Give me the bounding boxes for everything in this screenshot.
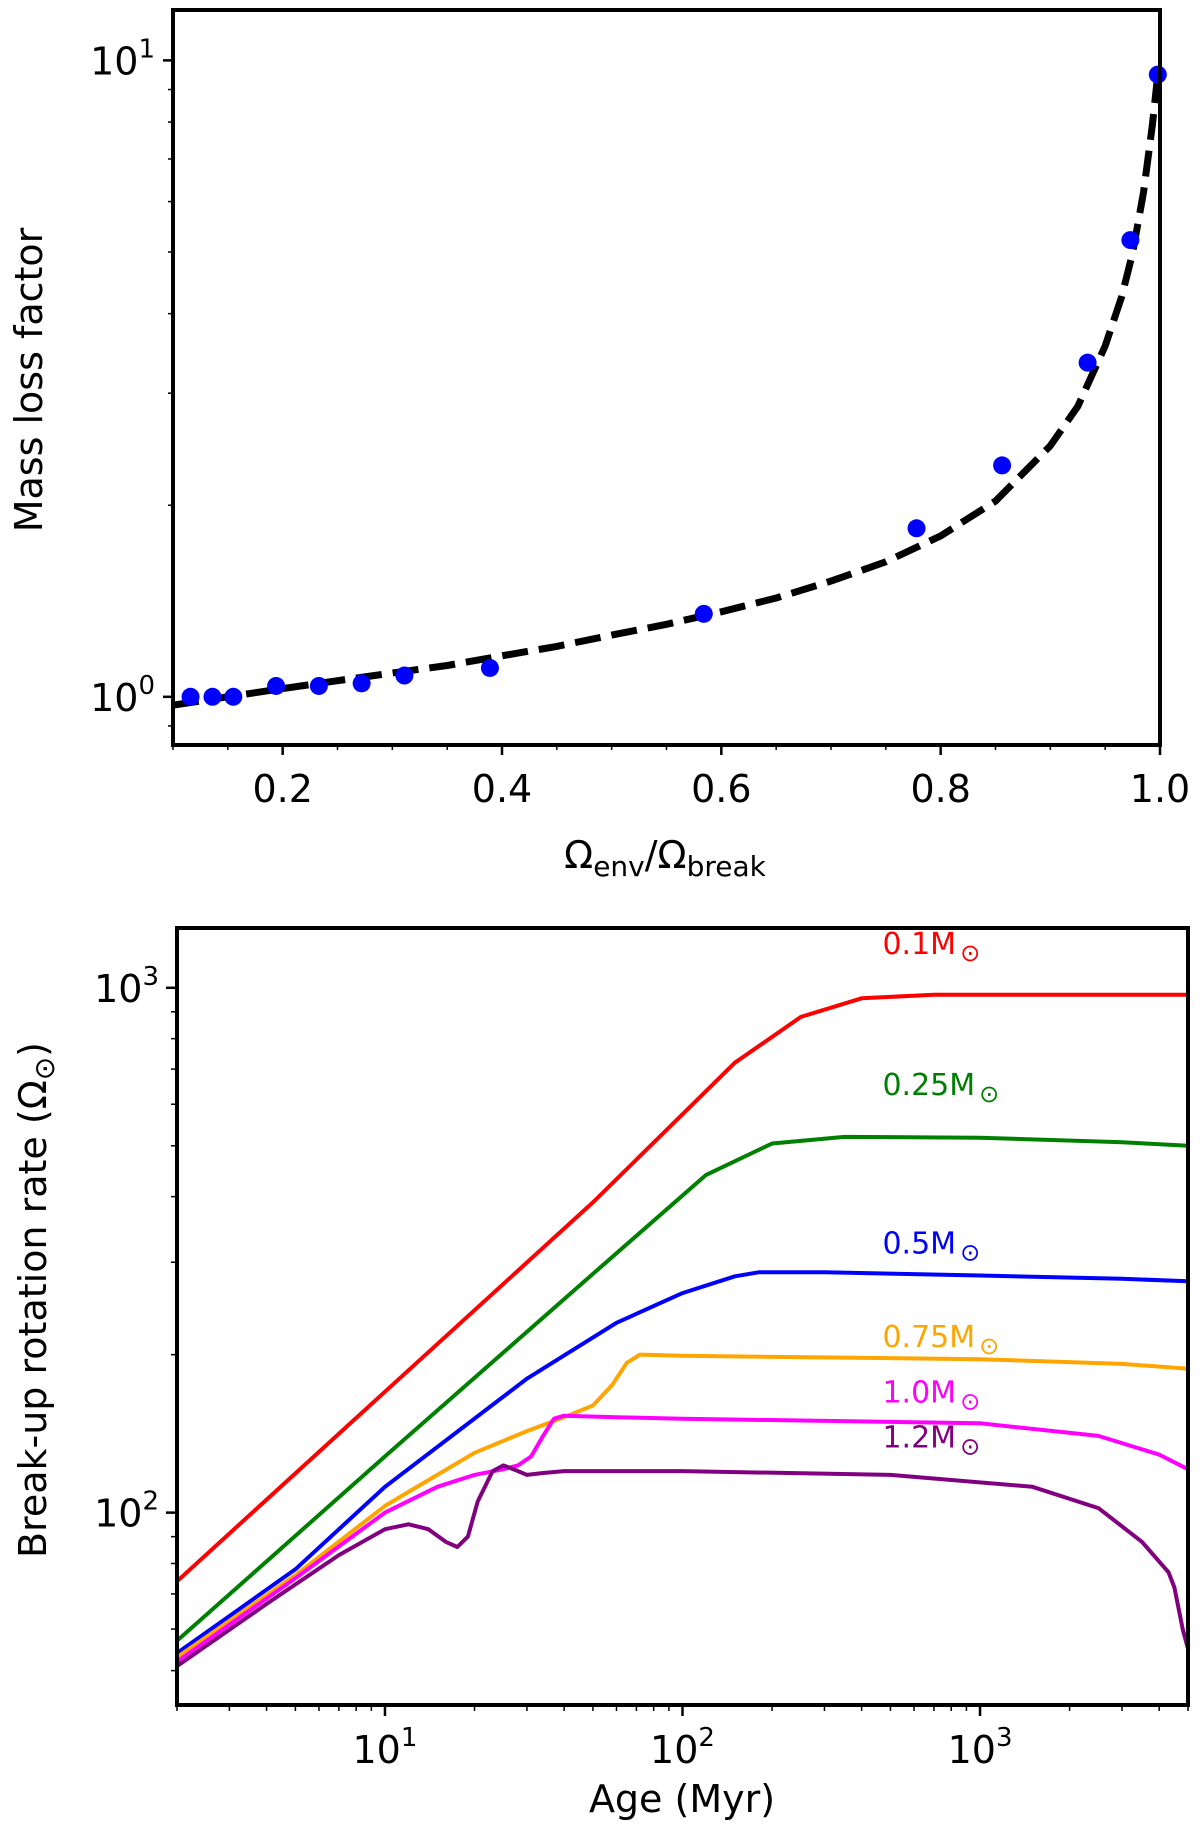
data-point: [267, 676, 286, 695]
y-tick-label: 101: [90, 34, 155, 83]
series-label: 1.2M ⊙: [882, 1421, 980, 1461]
series-line-0_25M: [175, 1134, 1189, 1643]
series-line-1_2M: [175, 1463, 1190, 1668]
plot-frame-top: [171, 8, 1162, 747]
plot-frame-bottom: [175, 926, 1190, 1707]
x-tick-label: 1.0: [1130, 767, 1190, 811]
data-point: [1148, 65, 1167, 84]
fit-curve-dashed: [172, 74, 1162, 709]
series-label: 0.1M ⊙: [882, 927, 980, 967]
data-point: [352, 674, 371, 693]
x-tick-label: 0.8: [910, 767, 970, 811]
data-point: [224, 687, 243, 706]
series-line-0_5M: [175, 1270, 1189, 1655]
x-tick-label: 101: [353, 1723, 418, 1772]
x-tick-label: 0.6: [691, 767, 751, 811]
panel-breakup-rotation: 101 102 103 102 103 0.1M ⊙ 0.25M ⊙ 0.5M ⊙ 0.75M ⊙ 1…: [11, 926, 1190, 1821]
series-label: 0.5M ⊙: [882, 1226, 980, 1266]
data-point: [1078, 353, 1097, 372]
y-tick-label: 100: [90, 671, 155, 720]
x-tick-label: 102: [650, 1723, 715, 1772]
x-tick-label: 0.2: [252, 767, 312, 811]
series-line-0_75M: [175, 1352, 1189, 1659]
data-point: [181, 687, 200, 706]
series-line-0_1M: [175, 992, 1188, 1583]
series-label: 0.75M ⊙: [882, 1320, 999, 1360]
y-tick-label: 102: [94, 1487, 159, 1536]
data-point: [203, 687, 222, 706]
x-axis-label-top: Ωenv/Ωbreak: [564, 833, 766, 883]
x-tick-label: 0.4: [472, 767, 532, 811]
data-point: [395, 666, 414, 685]
y-tick-label: 103: [94, 962, 159, 1011]
x-tick-label: 103: [948, 1723, 1013, 1772]
y-axis-label-top: Mass loss factor: [7, 227, 51, 532]
data-point: [907, 519, 926, 538]
x-axis-label-bottom: Age (Myr): [589, 1777, 775, 1821]
data-point: [993, 456, 1012, 475]
series-label: 1.0M ⊙: [882, 1376, 980, 1416]
data-point: [1121, 231, 1140, 250]
data-point: [309, 676, 328, 695]
data-point: [480, 658, 499, 677]
series-line-1_0M: [175, 1413, 1189, 1664]
y-axis-label-bottom: Break-up rotation rate (Ω⊙): [11, 1042, 61, 1558]
data-point: [694, 604, 713, 623]
series-label: 0.25M ⊙: [882, 1068, 999, 1108]
